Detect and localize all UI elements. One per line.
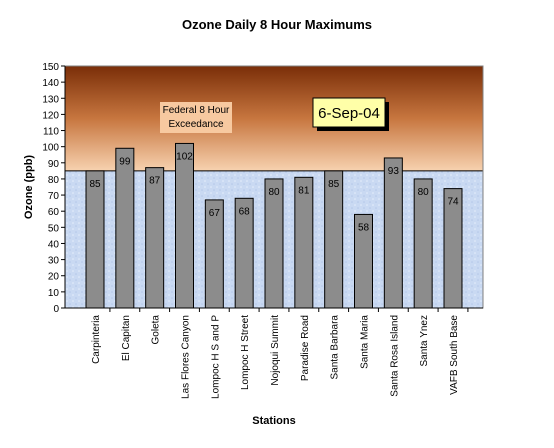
y-tick-label: 150 [42,62,59,73]
bar [175,142,194,309]
data-label: 99 [119,156,131,167]
data-label: 80 [268,187,280,198]
y-tick-label: 10 [48,288,60,299]
data-label: 58 [358,222,370,233]
y-tick-label: 60 [48,207,60,218]
bar [234,197,254,309]
y-tick-label: 120 [42,110,59,121]
x-tick-label: El Capitan [121,315,132,361]
x-tick-label: Santa Barbara [330,315,341,380]
y-axis-title: Ozone (ppb) [23,155,35,219]
y-tick-label: 40 [48,239,60,250]
date-box [312,97,386,128]
y-tick-label: 110 [43,127,59,138]
bar [383,157,403,309]
data-label: 80 [418,187,430,198]
chart-title: Ozone Daily 8 Hour Maximums [182,17,372,32]
bar [354,213,373,309]
data-label: 85 [89,179,101,190]
data-label: 87 [149,176,161,187]
x-tick-label: Santa Ynez [419,315,430,367]
data-label: 74 [447,197,459,208]
exceedance-zone [65,66,483,171]
data-label: 102 [176,151,193,162]
x-tick-label: Lompoc H Street [240,315,251,390]
y-tick-label: 100 [42,143,59,154]
bar [443,188,463,309]
data-label: 68 [239,206,251,217]
annotation-box [160,102,232,133]
data-label: 81 [298,185,310,196]
threshold-annotation: Federal 8 Hour Exceedance [163,105,230,130]
bar [204,199,224,309]
x-tick-label: Goleta [151,315,162,345]
data-label: 67 [209,208,221,219]
x-tick-label: Paradise Road [300,315,311,381]
bar [85,170,105,309]
y-tick-label: 0 [53,304,59,315]
bar [294,176,314,309]
x-tick-label: Carpinteria [91,315,102,364]
y-tick-label: 50 [48,223,60,234]
y-tick-label: 20 [48,272,60,283]
y-tick-label: 140 [42,78,59,89]
x-axis-title: Stations [252,415,295,427]
y-tick-label: 80 [48,175,60,186]
annotation-line: Federal 8 Hour [163,105,230,116]
bar [145,167,165,309]
x-tick-label: VAFB South Base [449,315,460,395]
date-label: 6-Sep-04 [318,105,380,122]
y-tick-label: 30 [48,256,60,267]
y-tick-label: 130 [42,94,59,105]
y-tick-label: 90 [48,159,60,170]
x-tick-label: Santa Rosa Island [389,315,400,397]
x-tick-label: Las Flores Canyon [181,315,192,399]
bar [324,170,344,309]
y-tick-label: 70 [48,191,60,202]
annotation-line: Exceedance [168,119,223,130]
data-label: 93 [388,166,400,177]
data-label: 85 [328,179,340,190]
x-tick-label: Nojoqui Summit [270,315,281,386]
bar [413,178,433,309]
x-tick-label: Lompoc H S and P [210,315,221,399]
x-tick-label: Santa Maria [360,315,371,369]
bar [264,178,284,309]
bar [115,147,135,309]
